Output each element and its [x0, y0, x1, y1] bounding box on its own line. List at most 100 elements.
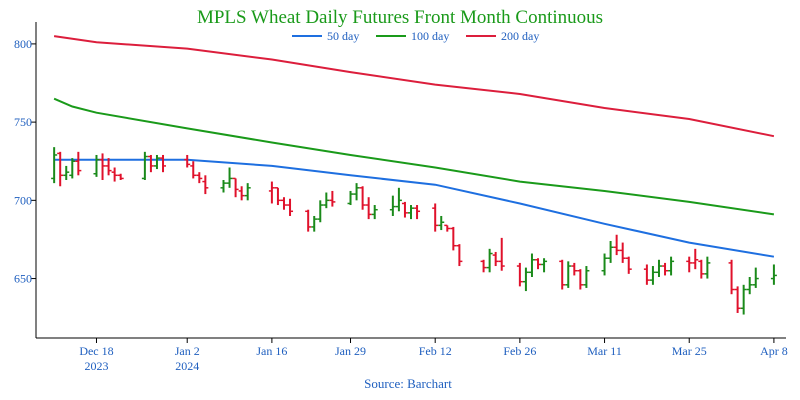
ohlc-bar — [105, 158, 112, 176]
x-tick-label: Dec 18 — [79, 344, 113, 358]
ohlc-bar — [75, 151, 82, 176]
ohlc-bar — [752, 267, 759, 288]
ohlc-bar — [347, 190, 354, 206]
ohlc-bar — [268, 181, 275, 204]
ohlc-bar — [450, 226, 457, 251]
legend-item-100-day[interactable]: 100 day — [376, 29, 449, 43]
x-tick-label: Mar 25 — [672, 344, 707, 358]
x-tick-label: Jan 16 — [256, 344, 287, 358]
ohlc-bar — [541, 258, 548, 273]
ohlc-bar — [746, 276, 753, 295]
ohlc-bar — [244, 183, 251, 201]
ohlc-bar — [583, 266, 590, 288]
ohlc-bar — [238, 186, 245, 201]
ohlc-bar — [619, 242, 626, 263]
ohlc-bar — [438, 215, 445, 231]
ohlc-bar — [444, 224, 451, 232]
chart-title: MPLS Wheat Daily Futures Front Month Con… — [197, 7, 603, 28]
ohlc-bar — [147, 154, 154, 173]
ohlc-bar — [607, 241, 614, 263]
ohlc-bar — [311, 215, 318, 232]
ohlc-bar — [280, 197, 287, 210]
ohlc-bar — [274, 187, 281, 206]
x-tick-label: Jan 29 — [335, 344, 366, 358]
legend-item-50-day[interactable]: 50 day — [292, 29, 359, 43]
ohlc-bar — [196, 172, 203, 184]
ohlc-bar — [317, 200, 324, 223]
legend-label-100-day: 100 day — [411, 29, 449, 43]
ohlc-bar — [565, 261, 572, 288]
ohlc-bar — [160, 154, 167, 173]
ohlc-bar — [649, 266, 656, 285]
x-tick-label: Feb 26 — [503, 344, 536, 358]
ohlc-bar — [740, 284, 747, 315]
ohlc-bar — [571, 262, 578, 276]
ohlc-bar — [486, 248, 493, 273]
ohlc-bar — [329, 190, 336, 207]
ohlc-bar — [728, 259, 735, 295]
ohlc-bar — [401, 201, 408, 218]
ohlc-bar — [184, 154, 191, 168]
ohlc-bar — [408, 205, 414, 220]
x-tick-label: Feb 12 — [419, 344, 452, 358]
ohlc-bar — [202, 175, 209, 195]
ohlc-bar — [559, 259, 566, 290]
y-axis-ticks: 650 700 750 800 — [14, 37, 36, 286]
ohlc-bar — [734, 286, 741, 313]
ohlc-bar — [63, 165, 70, 180]
ohlc-bar — [220, 180, 227, 193]
ohlc-bar — [480, 259, 487, 273]
ohlc-bar — [305, 209, 312, 232]
ohlc-bar — [395, 187, 402, 212]
ohlc-bar — [535, 258, 542, 270]
ohlc-bar — [704, 256, 711, 279]
ohlc-bar — [577, 269, 584, 290]
ohlc-bar — [516, 262, 523, 287]
ohlc-bar — [226, 167, 233, 188]
x-tick-label: Apr 8 — [760, 344, 788, 358]
ohlc-bar — [365, 197, 372, 220]
y-tick-label: 650 — [14, 272, 32, 286]
ohlc-bar — [371, 205, 378, 220]
ohlc-bar — [414, 205, 421, 220]
ohlc-bar — [528, 253, 535, 277]
ohlc-bar — [432, 203, 439, 232]
ohlc-bar — [323, 192, 330, 209]
x-tick-label: Mar 11 — [587, 344, 622, 358]
ohlc-bar — [655, 259, 662, 277]
ohlc-bar — [190, 161, 197, 179]
ohlc-bar — [601, 253, 608, 276]
ohlc-bar — [141, 151, 148, 180]
ohlc-bar — [522, 267, 529, 292]
chart-source: Source: Barchart — [364, 376, 452, 391]
ohlc-bar — [692, 248, 699, 270]
y-tick-label: 800 — [14, 37, 32, 51]
ohlc-bar — [389, 195, 396, 216]
ohlc-bar — [69, 158, 76, 179]
ma-line-50-day — [54, 158, 775, 258]
ohlc-bar — [668, 256, 675, 276]
ohlc-bar — [111, 167, 118, 182]
ohlc-bar — [353, 183, 360, 201]
ohlc-bar — [698, 259, 705, 279]
ohlc-bar — [117, 173, 124, 180]
ma-line-200-day — [53, 35, 775, 138]
legend-item-200-day[interactable]: 200 day — [466, 29, 539, 43]
ohlc-bar — [153, 154, 160, 170]
ohlc-bar — [643, 264, 650, 285]
legend-label-50-day: 50 day — [327, 29, 359, 43]
ohlc-bar — [456, 244, 463, 267]
y-tick-label: 700 — [14, 193, 32, 207]
ohlc-bar — [498, 237, 505, 271]
ohlc-bar — [492, 251, 499, 267]
ohlc-bar — [686, 256, 693, 273]
legend: 50 day 100 day 200 day — [292, 29, 539, 43]
ohlc-bar — [770, 264, 777, 285]
ohlc-bar — [51, 147, 58, 184]
x-tick-sublabel: 2023 — [84, 359, 108, 373]
ohlc-bar — [359, 186, 366, 210]
ohlc-bar — [93, 154, 100, 177]
x-tick-label: Jan 2 — [175, 344, 200, 358]
